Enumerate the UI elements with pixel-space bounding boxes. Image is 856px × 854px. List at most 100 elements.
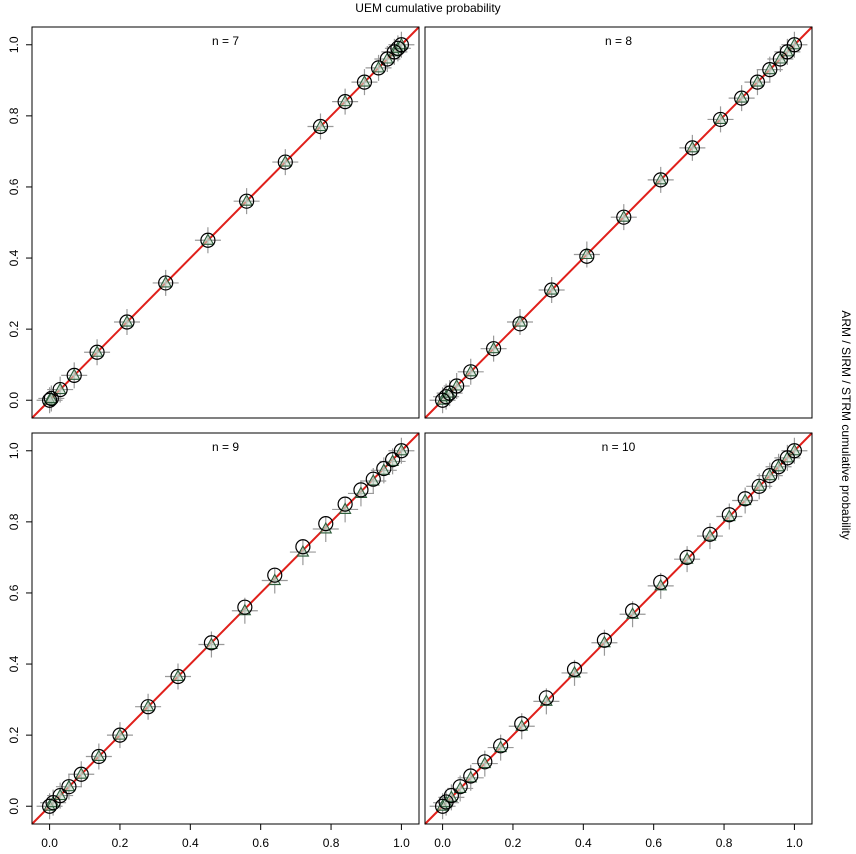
- circle-marker: [61, 779, 77, 795]
- circle-marker: [749, 74, 766, 90]
- circle-marker: [91, 748, 107, 765]
- y-tick-label: 0.0: [7, 392, 21, 409]
- circle-marker: [66, 367, 82, 383]
- circle-marker: [277, 154, 293, 170]
- triangle-marker: [714, 112, 727, 124]
- circle-marker: [170, 668, 186, 685]
- triangle-marker: [763, 468, 777, 481]
- y-tick-label: 0.8: [7, 107, 21, 124]
- circle-marker: [452, 779, 468, 795]
- y-tick-label: 0.4: [7, 655, 21, 672]
- triangle-marker: [240, 194, 254, 206]
- circle-marker: [52, 787, 68, 804]
- triangle-marker: [654, 172, 668, 185]
- circle-marker: [702, 526, 718, 542]
- triangle-marker: [464, 770, 478, 783]
- triangle-marker: [377, 463, 391, 475]
- circle-marker: [119, 314, 135, 330]
- circle-marker: [679, 549, 695, 566]
- triangle-marker: [113, 727, 127, 740]
- circle-marker: [89, 344, 105, 360]
- y-tick-label: 1.0: [7, 442, 21, 459]
- y-tick-label: 0.0: [7, 798, 21, 815]
- triangle-marker: [722, 509, 736, 522]
- circle-marker: [477, 754, 493, 770]
- x-tick-label: 0.0: [41, 836, 58, 850]
- y-tick-label: 0.4: [7, 249, 21, 266]
- circle-marker: [140, 699, 156, 715]
- triangle-marker: [394, 443, 408, 456]
- circle-marker: [267, 567, 283, 583]
- circle-marker: [41, 798, 58, 814]
- x-tick-label: 0.8: [323, 836, 340, 850]
- circle-marker: [239, 193, 255, 209]
- triangle-marker: [90, 345, 104, 357]
- panel-title: n = 8: [605, 34, 632, 48]
- triangle-marker: [580, 247, 594, 260]
- circle-marker: [356, 74, 373, 90]
- triangle-marker: [444, 790, 458, 802]
- circle-marker: [434, 798, 451, 814]
- circle-marker: [312, 118, 329, 135]
- circle-marker: [579, 248, 595, 264]
- circle-marker: [353, 482, 369, 498]
- y-tick-label: 1.0: [7, 36, 21, 53]
- x-tick-label: 0.6: [252, 836, 269, 850]
- triangle-marker: [617, 210, 631, 222]
- circle-marker: [762, 62, 778, 78]
- circle-marker: [512, 316, 528, 332]
- circle-marker: [393, 37, 410, 53]
- triangle-marker: [735, 90, 749, 103]
- panel-title: n = 9: [212, 440, 239, 454]
- circle-marker: [786, 443, 803, 459]
- circle-marker: [295, 539, 311, 555]
- circle-marker: [616, 209, 632, 225]
- circle-marker: [449, 378, 465, 394]
- circle-marker: [544, 282, 560, 298]
- triangle-marker: [62, 779, 76, 792]
- circle-marker: [653, 574, 669, 590]
- circle-marker: [463, 768, 479, 784]
- y-tick-label: 0.6: [7, 584, 21, 601]
- triangle-marker: [278, 154, 292, 167]
- triangle-marker: [464, 364, 478, 377]
- circle-marker: [370, 60, 387, 76]
- triangle-marker: [386, 454, 400, 466]
- panel: n = 10 0.0 0.2 0.4 0.6 0.8 1.0: [424, 432, 813, 850]
- circle-marker: [41, 392, 58, 408]
- circle-marker: [493, 738, 509, 754]
- triangle-marker: [738, 493, 752, 506]
- circle-marker: [770, 459, 787, 475]
- triangle-marker: [44, 391, 58, 403]
- triangle-marker: [680, 552, 694, 564]
- triangle-marker: [204, 637, 218, 650]
- circle-marker: [203, 635, 220, 651]
- x-tick-label: 0.6: [645, 836, 662, 850]
- triangle-marker: [171, 669, 185, 682]
- triangle-marker: [120, 314, 134, 327]
- triangle-marker: [752, 479, 766, 491]
- triangle-marker: [685, 140, 699, 153]
- x-tick-label: 1.0: [786, 836, 803, 850]
- panel: n = 7 0.0 0.2 0.4 0.6 0.8 1.0: [7, 26, 420, 419]
- circle-marker: [721, 507, 737, 523]
- triangle-marker: [358, 74, 371, 87]
- circle-marker: [318, 516, 334, 532]
- circle-marker: [365, 471, 381, 487]
- x-tick-label: 0.8: [716, 836, 733, 850]
- x-tick-label: 1.0: [393, 836, 410, 850]
- circle-marker: [112, 727, 128, 743]
- circle-marker: [538, 690, 554, 706]
- circle-marker: [514, 716, 530, 732]
- circle-marker: [653, 172, 669, 188]
- x-tick-label: 0.4: [182, 836, 199, 850]
- plot-frame: [424, 432, 813, 825]
- circle-marker: [158, 275, 174, 291]
- y-tick-label: 0.2: [7, 320, 21, 337]
- triangle-marker: [141, 699, 155, 712]
- triangle-marker: [453, 781, 467, 794]
- y-tick-label: 0.8: [7, 513, 21, 530]
- triangle-marker: [67, 368, 81, 380]
- plot-frame: [31, 432, 420, 825]
